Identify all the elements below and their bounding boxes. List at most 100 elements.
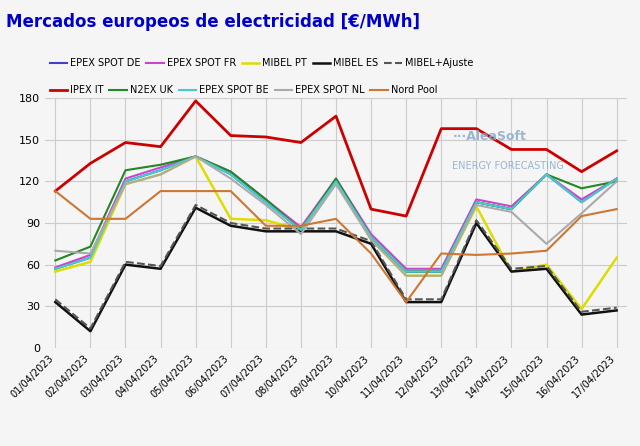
EPEX SPOT DE: [122, 179, 129, 184]
EPEX SPOT FR: [613, 176, 621, 181]
EPEX SPOT NL: [613, 179, 621, 184]
EPEX SPOT DE: [437, 269, 445, 274]
EPEX SPOT BE: [403, 269, 410, 274]
N2EX UK: [157, 162, 164, 167]
EPEX SPOT FR: [227, 169, 235, 174]
IPEX IT: [51, 188, 59, 194]
MIBEL PT: [613, 255, 621, 260]
EPEX SPOT NL: [437, 273, 445, 278]
MIBEL+Ajuste: [297, 226, 305, 231]
EPEX SPOT FR: [578, 197, 586, 202]
EPEX SPOT FR: [157, 165, 164, 170]
MIBEL+Ajuste: [332, 226, 340, 231]
MIBEL+Ajuste: [578, 309, 586, 314]
MIBEL+Ajuste: [613, 305, 621, 310]
EPEX SPOT NL: [367, 237, 375, 242]
MIBEL PT: [297, 227, 305, 233]
Nord Pool: [122, 216, 129, 222]
EPEX SPOT BE: [297, 227, 305, 233]
MIBEL PT: [192, 154, 200, 159]
EPEX SPOT FR: [297, 224, 305, 230]
MIBEL PT: [543, 262, 550, 267]
MIBEL PT: [332, 179, 340, 184]
EPEX SPOT NL: [51, 248, 59, 253]
MIBEL PT: [437, 273, 445, 278]
EPEX SPOT BE: [262, 199, 269, 205]
MIBEL ES: [508, 269, 515, 274]
IPEX IT: [192, 98, 200, 103]
EPEX SPOT NL: [332, 182, 340, 187]
N2EX UK: [332, 176, 340, 181]
MIBEL PT: [122, 182, 129, 187]
Nord Pool: [613, 206, 621, 212]
Line: Nord Pool: Nord Pool: [55, 191, 617, 302]
Line: EPEX SPOT BE: EPEX SPOT BE: [55, 157, 617, 272]
EPEX SPOT BE: [367, 234, 375, 240]
EPEX SPOT DE: [192, 154, 200, 159]
MIBEL+Ajuste: [122, 259, 129, 264]
N2EX UK: [192, 154, 200, 159]
EPEX SPOT BE: [192, 154, 200, 159]
Line: N2EX UK: N2EX UK: [55, 157, 617, 272]
EPEX SPOT FR: [332, 176, 340, 181]
EPEX SPOT NL: [192, 154, 200, 159]
EPEX SPOT DE: [472, 199, 480, 205]
Line: MIBEL ES: MIBEL ES: [55, 208, 617, 331]
MIBEL ES: [192, 205, 200, 211]
EPEX SPOT FR: [122, 176, 129, 181]
Nord Pool: [157, 188, 164, 194]
N2EX UK: [403, 269, 410, 274]
MIBEL+Ajuste: [262, 226, 269, 231]
MIBEL+Ajuste: [227, 220, 235, 226]
Line: MIBEL PT: MIBEL PT: [55, 157, 617, 309]
N2EX UK: [437, 269, 445, 274]
Nord Pool: [192, 188, 200, 194]
MIBEL ES: [403, 299, 410, 305]
EPEX SPOT BE: [51, 266, 59, 272]
EPEX SPOT NL: [403, 273, 410, 278]
MIBEL PT: [262, 218, 269, 223]
Line: EPEX SPOT DE: EPEX SPOT DE: [55, 157, 617, 272]
EPEX SPOT DE: [157, 168, 164, 173]
IPEX IT: [437, 126, 445, 131]
EPEX SPOT BE: [227, 172, 235, 177]
EPEX SPOT BE: [543, 172, 550, 177]
EPEX SPOT FR: [192, 154, 200, 159]
MIBEL PT: [578, 306, 586, 312]
IPEX IT: [403, 213, 410, 219]
EPEX SPOT FR: [437, 266, 445, 272]
EPEX SPOT NL: [227, 176, 235, 181]
EPEX SPOT BE: [508, 206, 515, 212]
MIBEL PT: [403, 273, 410, 278]
Line: IPEX IT: IPEX IT: [55, 101, 617, 216]
EPEX SPOT NL: [508, 209, 515, 215]
Text: ENERGY FORECASTING: ENERGY FORECASTING: [452, 161, 564, 170]
EPEX SPOT DE: [403, 269, 410, 274]
MIBEL ES: [472, 220, 480, 226]
MIBEL ES: [122, 262, 129, 267]
MIBEL PT: [227, 216, 235, 222]
MIBEL ES: [51, 299, 59, 305]
EPEX SPOT BE: [332, 179, 340, 184]
EPEX SPOT NL: [122, 182, 129, 187]
EPEX SPOT BE: [613, 176, 621, 181]
IPEX IT: [543, 147, 550, 152]
N2EX UK: [367, 234, 375, 240]
MIBEL+Ajuste: [437, 297, 445, 302]
EPEX SPOT NL: [578, 211, 586, 216]
Nord Pool: [367, 251, 375, 256]
MIBEL ES: [227, 223, 235, 228]
N2EX UK: [508, 206, 515, 212]
MIBEL ES: [332, 229, 340, 234]
Nord Pool: [227, 188, 235, 194]
MIBEL ES: [613, 308, 621, 313]
MIBEL ES: [543, 266, 550, 272]
EPEX SPOT FR: [403, 266, 410, 272]
EPEX SPOT FR: [367, 231, 375, 237]
MIBEL+Ajuste: [192, 202, 200, 208]
Nord Pool: [297, 223, 305, 228]
Nord Pool: [472, 252, 480, 258]
N2EX UK: [472, 199, 480, 205]
IPEX IT: [86, 161, 94, 166]
MIBEL+Ajuste: [403, 297, 410, 302]
